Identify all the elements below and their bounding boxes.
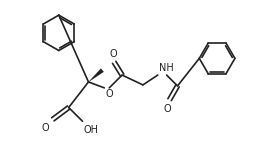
- Polygon shape: [89, 68, 104, 82]
- Text: O: O: [41, 123, 49, 133]
- Text: O: O: [109, 49, 117, 59]
- Text: OH: OH: [83, 125, 99, 135]
- Text: O: O: [164, 104, 171, 114]
- Text: NH: NH: [159, 63, 174, 73]
- Text: O: O: [105, 89, 113, 99]
